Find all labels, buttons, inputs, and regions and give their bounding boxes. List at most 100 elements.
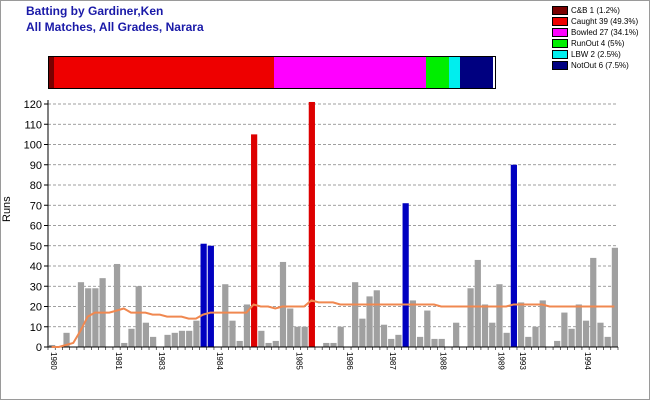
dismissal-segment	[426, 57, 449, 88]
innings-bar	[150, 336, 157, 347]
innings-bar	[330, 342, 337, 347]
y-tick-label: 100	[24, 140, 42, 152]
legend-label: RunOut 4 (5%)	[571, 39, 625, 48]
legend-item: Bowled 27 (34.1%)	[552, 27, 639, 38]
y-tick-label: 0	[36, 342, 42, 354]
x-tick-label: 1989	[496, 352, 505, 370]
innings-bar	[532, 326, 539, 347]
innings-bar	[539, 300, 546, 347]
legend-label: Caught 39 (49.3%)	[571, 17, 639, 26]
legend-label: C&B 1 (1.2%)	[571, 6, 620, 15]
chart-subtitle: All Matches, All Grades, Narara	[26, 20, 204, 34]
innings-bar	[121, 342, 128, 347]
y-tick-label: 90	[30, 160, 42, 172]
y-tick-label: 60	[30, 221, 42, 233]
x-tick-label: 1986	[345, 352, 354, 370]
innings-bar	[359, 318, 366, 347]
innings-bar	[597, 322, 604, 347]
legend-swatch	[552, 28, 568, 37]
y-tick-label: 20	[30, 302, 42, 314]
y-tick-label: 80	[30, 180, 42, 192]
y-tick-label: 40	[30, 261, 42, 273]
innings-bar	[582, 320, 590, 347]
innings-bar	[409, 300, 416, 347]
legend-item: Caught 39 (49.3%)	[552, 16, 639, 27]
y-tick-label: 30	[30, 281, 42, 293]
innings-bar	[128, 328, 135, 347]
innings-bar	[178, 330, 186, 347]
legend-label: Bowled 27 (34.1%)	[571, 28, 639, 37]
innings-bar	[222, 284, 229, 347]
innings-bar	[294, 326, 301, 347]
innings-bar	[301, 326, 308, 347]
innings-bar	[164, 334, 171, 347]
innings-bar	[287, 308, 294, 347]
legend-item: LBW 2 (2.5%)	[552, 49, 639, 60]
innings-bar	[575, 304, 582, 347]
innings-bar	[380, 324, 388, 347]
innings-bar	[337, 326, 344, 347]
y-tick-label: 10	[30, 322, 42, 334]
innings-bar	[604, 336, 611, 347]
innings-bar	[416, 336, 424, 347]
innings-bar	[142, 322, 150, 347]
innings-bar	[92, 288, 99, 347]
x-tick-label: 1984	[215, 352, 224, 370]
x-tick-label: 1981	[114, 352, 123, 370]
chart-title: Batting by Gardiner,Ken	[26, 4, 164, 18]
legend-label: NotOut 6 (7.5%)	[571, 61, 629, 70]
y-tick-label: 110	[24, 119, 42, 131]
innings-bar	[525, 336, 532, 347]
legend-swatch	[552, 6, 568, 15]
innings-bar	[517, 302, 525, 347]
innings-bar	[510, 164, 517, 347]
innings-bar	[251, 134, 258, 347]
innings-bar	[258, 330, 265, 347]
innings-bar	[431, 338, 438, 347]
innings-bar	[236, 340, 243, 347]
dismissal-breakdown-bar	[48, 56, 496, 89]
x-tick-label: 1983	[157, 352, 166, 370]
innings-bar	[113, 263, 121, 347]
innings-bar	[395, 334, 402, 347]
running-average-line	[51, 299, 615, 348]
innings-bar	[561, 312, 568, 347]
innings-bar	[424, 310, 431, 347]
innings-bar	[590, 257, 597, 347]
innings-bar	[503, 332, 510, 347]
dismissal-segment	[49, 57, 55, 88]
innings-bar	[171, 332, 178, 347]
innings-bar	[489, 322, 496, 347]
y-tick-label: 50	[30, 241, 42, 253]
legend-item: RunOut 4 (5%)	[552, 38, 639, 49]
legend-swatch	[552, 17, 568, 26]
x-tick-label: 1994	[583, 352, 592, 370]
legend: C&B 1 (1.2%) Caught 39 (49.3%) Bowled 27 (…	[552, 5, 639, 71]
dismissal-segment	[448, 57, 460, 88]
innings-bar	[554, 340, 561, 347]
innings-bar	[366, 296, 373, 347]
legend-swatch	[552, 39, 568, 48]
dismissal-segment	[274, 57, 427, 88]
x-tick-label: 1980	[49, 352, 58, 370]
innings-bar	[453, 322, 460, 347]
innings-bar	[323, 342, 330, 347]
innings-bar	[186, 330, 193, 347]
legend-swatch	[552, 50, 568, 59]
innings-bar	[496, 284, 503, 347]
innings-bar	[279, 261, 287, 347]
dismissal-segment	[459, 57, 494, 88]
innings-bar	[77, 282, 85, 347]
x-tick-label: 1985	[294, 352, 303, 370]
innings-bar	[49, 344, 56, 347]
innings-bar	[438, 338, 445, 347]
innings-bar	[611, 247, 618, 347]
y-tick-label: 70	[30, 200, 42, 212]
innings-bar	[388, 338, 395, 347]
x-tick-label: 1993	[518, 352, 527, 370]
y-tick-label: 120	[24, 99, 42, 111]
x-tick-label: 1988	[439, 352, 448, 370]
innings-bar	[474, 259, 481, 347]
legend-swatch	[552, 61, 568, 70]
